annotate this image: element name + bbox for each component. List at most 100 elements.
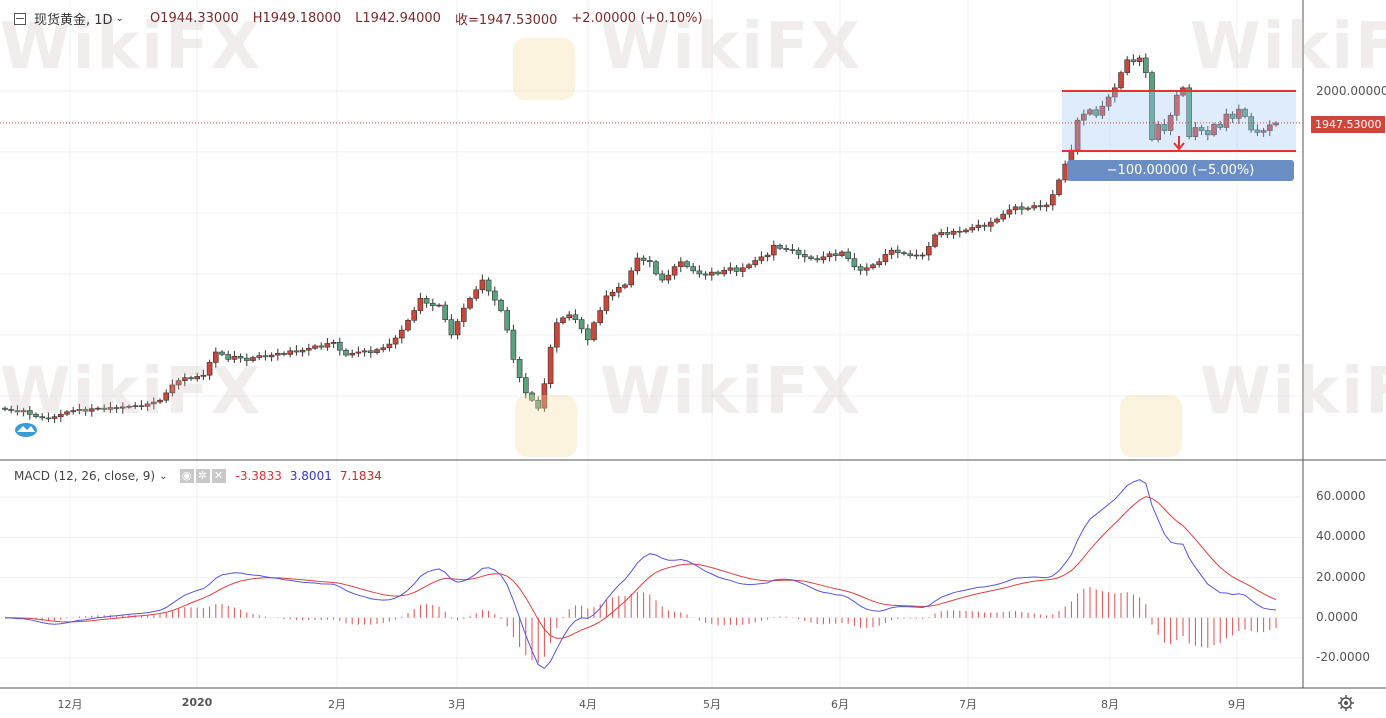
candle-down (783, 248, 790, 250)
candle-down (237, 355, 244, 359)
candle-down (485, 279, 492, 292)
candle-up (144, 403, 151, 407)
candle-down (901, 252, 907, 255)
open-value: O1944.33000 (149, 11, 239, 26)
macd-axis-label: 40.0000 (1316, 529, 1366, 544)
candle-down (423, 298, 430, 304)
watermark-logo (513, 38, 575, 100)
candle-down (956, 230, 963, 233)
candle-up (299, 349, 306, 353)
candle-up (839, 251, 845, 256)
candle-down (659, 273, 666, 281)
candle-up (1000, 213, 1007, 220)
candle-down (516, 359, 523, 378)
time-axis-label: 6月 (831, 698, 849, 711)
candle-up (721, 269, 728, 275)
candle-down (690, 266, 697, 272)
candle-down (101, 407, 107, 410)
cloud-logo-icon (15, 423, 37, 437)
candle-down (851, 258, 858, 267)
macd-title[interactable]: MACD (12, 26, close, 9) (14, 469, 156, 483)
time-axis-label: 8月 (1101, 698, 1119, 711)
candle-up (1236, 108, 1242, 119)
candle-up (194, 376, 200, 380)
candle-up (1031, 205, 1037, 209)
collapse-icon[interactable] (14, 12, 26, 25)
candle-up (330, 341, 337, 344)
macd-axis-label: -20.0000 (1316, 649, 1370, 664)
candle-up (411, 310, 418, 321)
candle-up (51, 416, 58, 419)
candle-up (622, 284, 628, 288)
candle-up (70, 410, 76, 413)
candle-down (14, 410, 21, 413)
candle-up (665, 274, 672, 281)
candle-up (1124, 59, 1130, 73)
candle-down (696, 270, 703, 275)
eye-icon[interactable]: ◉ (179, 469, 194, 483)
candle-up (1105, 96, 1112, 107)
time-axis-label: 9月 (1228, 698, 1246, 711)
candle-up (677, 261, 684, 267)
symbol-name[interactable]: 现货黄金, 1D (34, 13, 113, 28)
candle-up (1192, 127, 1199, 137)
candle-down (318, 345, 325, 348)
candle-up (157, 399, 163, 403)
candle-up (950, 230, 957, 235)
candle-down (491, 290, 498, 301)
low-value: L1942.94000 (355, 11, 441, 26)
candle-down (510, 329, 517, 360)
candle-up (361, 350, 368, 353)
measure-rectangle[interactable] (1062, 90, 1296, 152)
candle-up (1025, 207, 1031, 210)
candle-up (392, 337, 399, 345)
candle-up (628, 270, 635, 286)
candle-up (1223, 113, 1230, 128)
candle-up (274, 352, 281, 356)
signal-line-value: 7.1834 (339, 469, 382, 483)
watermark: WikiFX (1190, 10, 1386, 84)
macd-axis-label: 20.0000 (1316, 569, 1366, 584)
candle-up (76, 409, 83, 411)
watermark: WikiFX (0, 355, 263, 429)
candle-up (870, 264, 876, 269)
candle-down (907, 253, 914, 256)
chevron-down-icon[interactable]: ⌄ (115, 13, 124, 24)
current-price-tag: 1947.53000 (1311, 116, 1386, 133)
candle-up (752, 260, 759, 266)
candle-up (591, 322, 597, 341)
candle-up (882, 254, 889, 263)
candle-up (938, 232, 945, 236)
candle-down (1143, 57, 1149, 73)
candle-up (863, 267, 870, 271)
candle-down (646, 260, 653, 263)
candle-down (814, 258, 821, 261)
candle-up (479, 279, 486, 291)
candle-up (913, 254, 920, 257)
candle-down (1130, 59, 1137, 62)
candle-up (256, 355, 263, 358)
macd-histogram-value: -3.3833 (235, 469, 282, 483)
candle-down (244, 357, 250, 361)
candle-up (349, 352, 356, 356)
close-icon[interactable]: ✕ (211, 469, 226, 483)
candle-down (702, 273, 709, 276)
gear-icon[interactable]: ✲ (195, 469, 210, 483)
watermark: WikiFX (600, 10, 863, 84)
chevron-down-icon[interactable]: ⌄ (159, 470, 168, 482)
candle-up (57, 413, 64, 417)
candle-down (219, 351, 225, 355)
candle-up (975, 224, 982, 228)
candle-down (188, 377, 194, 380)
candle-up (175, 380, 182, 386)
candle-down (8, 409, 14, 411)
candle-up (671, 266, 678, 276)
candle-up (324, 343, 331, 348)
candles (2, 53, 1279, 424)
gear-icon[interactable] (1338, 695, 1354, 711)
candle-up (758, 256, 765, 261)
candle-down (584, 328, 591, 341)
candle-down (944, 232, 951, 235)
candle-up (708, 271, 715, 276)
